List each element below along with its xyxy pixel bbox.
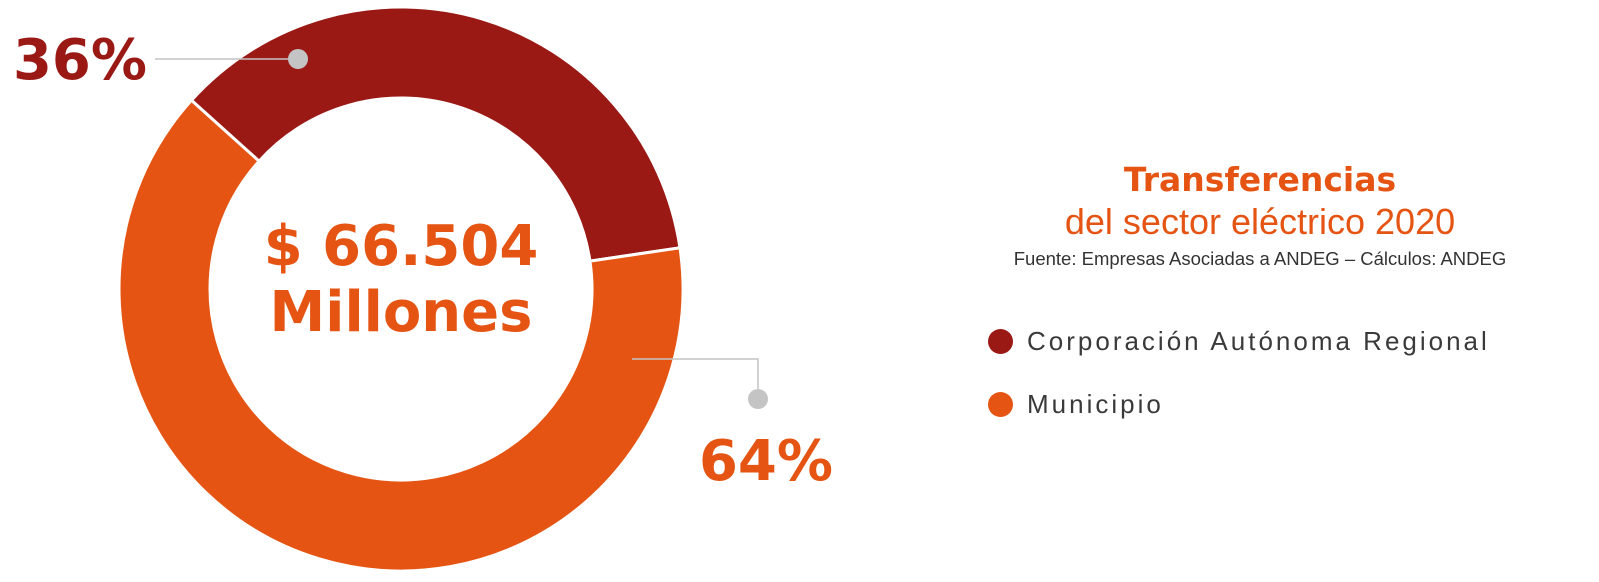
chart-subtitle: del sector eléctrico 2020 [1064,201,1456,242]
legend-item-corporacion: Corporación Autónoma Regional [988,320,1490,362]
leader-dot-municipio [748,389,768,409]
slice-label-municipio: 64% [699,429,833,494]
legend-label: Corporación Autónoma Regional [1027,325,1490,356]
legend-item-municipio: Municipio [988,383,1490,425]
legend-swatch [988,328,1013,354]
chart-title-block: Transferencias del sector eléctrico 2020… [940,160,1580,270]
legend: Corporación Autónoma Regional Municipio [988,320,1490,446]
leader-dot-corporacion [288,49,308,69]
donut-slice-1 [117,98,685,573]
chart-title: Transferencias [1123,160,1397,199]
center-total-value: $ 66.504 [264,214,539,279]
leader-lines [155,49,768,409]
legend-label: Municipio [1027,388,1164,419]
center-total-unit: Millones [270,280,533,345]
slice-label-corporacion: 36% [13,28,147,93]
donut-slice-0 [189,5,682,263]
leader-line-municipio [632,358,759,399]
legend-swatch [988,391,1013,417]
donut-slices [117,5,685,573]
chart-source: Fuente: Empresas Asociadas a ANDEG – Cál… [1013,248,1507,269]
